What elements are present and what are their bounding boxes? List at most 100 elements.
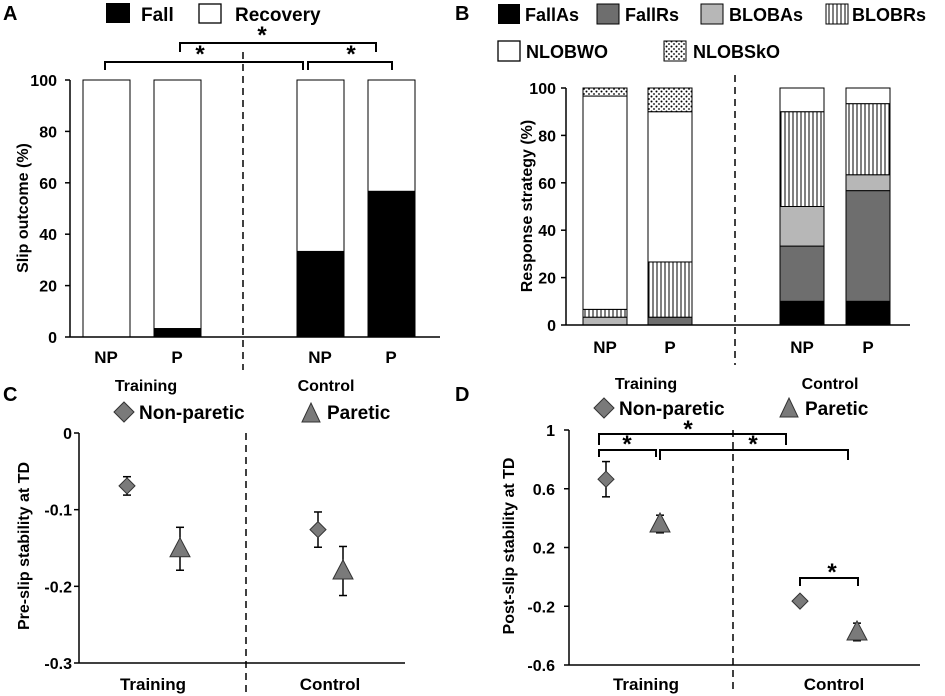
y-tick-label: 60 xyxy=(538,176,556,193)
y-tick-label: -0.1 xyxy=(44,503,72,520)
bar-blobas-segment xyxy=(582,316,628,326)
y-tick-label: 20 xyxy=(39,279,57,296)
y-tick-label: 100 xyxy=(529,81,556,98)
panel-d: D Training Control Non-paretic Paretic *… xyxy=(455,376,920,694)
y-tick-label: 0 xyxy=(547,318,556,335)
y-ticks-d: 1 0.6 0.2 -0.2 -0.6 xyxy=(527,423,569,675)
legend-fallrs-label: FallRs xyxy=(625,5,679,25)
panel-b-label: B xyxy=(455,3,469,25)
group-label-training: Training xyxy=(613,675,679,694)
legend-blobas-label: BLOBAs xyxy=(729,5,803,25)
y-tick-label: 80 xyxy=(538,128,556,145)
point-non-paretic xyxy=(597,470,615,488)
bar-fallas-segment xyxy=(845,300,891,326)
bar-recovery-segment xyxy=(367,79,416,192)
category-label: P xyxy=(664,338,675,357)
points-c xyxy=(118,475,354,597)
bar-nlobwo-segment xyxy=(647,111,693,263)
category-label: P xyxy=(385,348,396,367)
significance-brackets-a xyxy=(104,42,393,70)
legend-nlobwo-swatch xyxy=(497,40,521,62)
category-label: P xyxy=(171,348,182,367)
legend-non-paretic-label: Non-paretic xyxy=(139,403,245,424)
panel-a: A Fall Recovery * * * Slip outcome (%) 0… xyxy=(3,3,440,395)
bar-fall-segment xyxy=(367,190,416,338)
y-axis-label-c: Pre-slip stability at TD xyxy=(16,462,33,630)
y-tick-label: 0 xyxy=(48,330,57,347)
bar-fall-segment xyxy=(153,328,202,338)
significance-star: * xyxy=(257,22,267,49)
y-axis-label-b: Response strategy (%) xyxy=(519,120,536,293)
point-paretic xyxy=(649,511,671,533)
legend-paretic-label: Paretic xyxy=(805,399,869,420)
bar-recovery-segment xyxy=(82,79,131,338)
legend-nlobwo-label: NLOBWO xyxy=(526,42,608,62)
category-label: P xyxy=(862,338,873,357)
y-tick-label: 20 xyxy=(538,271,556,288)
points-d xyxy=(597,460,868,642)
bar-blobrs-segment xyxy=(845,103,891,176)
category-label: NP xyxy=(94,348,118,367)
legend-recovery-swatch xyxy=(198,3,222,24)
panel-d-label: D xyxy=(455,384,469,406)
y-tick-label: 0 xyxy=(63,426,72,443)
bars-b xyxy=(582,87,891,326)
y-ticks-b: 0 20 40 60 80 100 xyxy=(529,81,566,335)
y-tick-label: 100 xyxy=(30,73,57,90)
point-non-paretic xyxy=(309,520,327,539)
point-paretic xyxy=(169,536,191,558)
group-label-training-top: Training xyxy=(615,376,677,393)
y-tick-label: -0.6 xyxy=(527,658,555,675)
legend-nlobsko-label: NLOBSkO xyxy=(693,42,780,62)
legend-paretic-marker xyxy=(301,401,321,423)
bar-blobrs-segment xyxy=(582,308,628,318)
legend-fallas-swatch xyxy=(498,4,520,24)
bar-nlobwo-segment xyxy=(582,95,628,310)
category-label: NP xyxy=(790,338,814,357)
legend-paretic-marker xyxy=(779,396,799,418)
significance-star: * xyxy=(622,431,632,458)
y-tick-label: -0.2 xyxy=(44,579,72,596)
legend-fall-swatch xyxy=(106,3,130,23)
bar-recovery-segment xyxy=(153,79,202,330)
point-non-paretic xyxy=(791,592,809,610)
group-label-control: Control xyxy=(804,675,864,694)
y-tick-label: 0.2 xyxy=(533,541,555,558)
legend-blobrs-label: BLOBRs xyxy=(852,5,926,25)
significance-brackets-d xyxy=(598,433,859,586)
legend-non-paretic-label: Non-paretic xyxy=(619,399,725,420)
legend-fallrs-swatch xyxy=(596,3,620,25)
legend-recovery-label: Recovery xyxy=(235,5,321,26)
group-label-control-top: Control xyxy=(802,376,859,393)
bar-fallrs-segment xyxy=(845,190,891,302)
y-tick-label: 1 xyxy=(546,423,555,440)
group-label-training: Training xyxy=(120,675,186,694)
panel-a-label: A xyxy=(3,3,17,25)
legend-non-paretic-marker xyxy=(113,401,135,423)
bar-fallrs-segment xyxy=(779,245,825,302)
y-ticks-a: 0 20 40 60 80 100 xyxy=(30,73,70,347)
bar-nlobwo-segment xyxy=(845,87,891,105)
significance-star: * xyxy=(827,559,837,586)
y-tick-label: -0.2 xyxy=(527,599,555,616)
legend-blobas-swatch xyxy=(700,3,724,25)
panel-c-label: C xyxy=(3,384,17,406)
significance-star: * xyxy=(346,41,356,68)
significance-star: * xyxy=(195,41,205,68)
significance-star: * xyxy=(683,416,693,443)
legend-non-paretic-marker xyxy=(593,397,615,419)
category-label: NP xyxy=(308,348,332,367)
point-non-paretic xyxy=(118,477,136,495)
bar-fallrs-segment xyxy=(647,316,693,326)
point-paretic xyxy=(332,558,354,580)
group-label-control: Control xyxy=(298,378,355,395)
panel-c: C Non-paretic Paretic Pre-slip stability… xyxy=(3,384,405,694)
bar-fall-segment xyxy=(296,250,345,338)
bar-fallas-segment xyxy=(779,300,825,326)
y-tick-label: 60 xyxy=(39,176,57,193)
y-axis-label-a: Slip outcome (%) xyxy=(15,143,32,273)
group-label-training: Training xyxy=(115,378,177,395)
y-tick-label: 40 xyxy=(39,227,57,244)
y-tick-label: -0.3 xyxy=(44,656,72,673)
